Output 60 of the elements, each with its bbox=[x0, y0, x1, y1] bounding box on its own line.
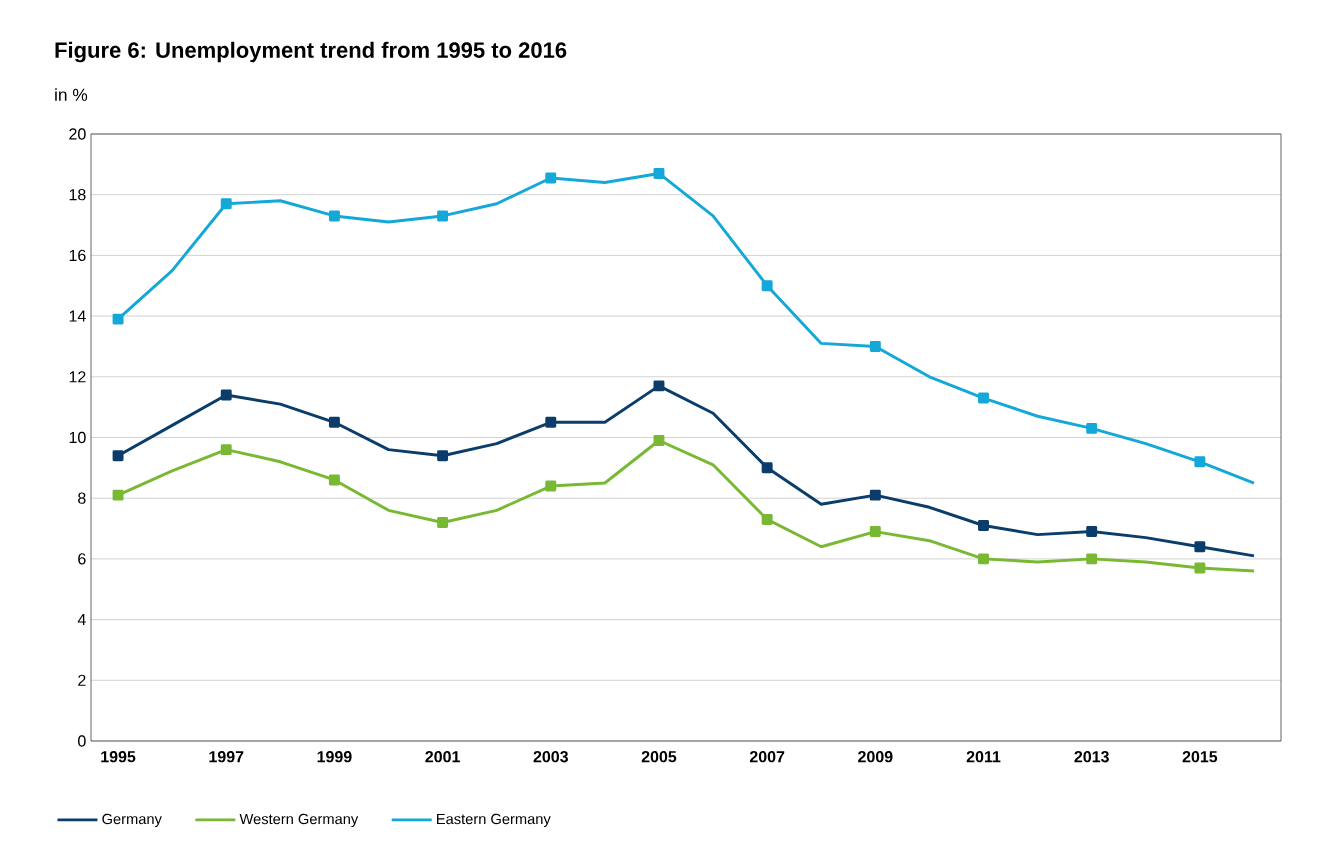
x-tick-label: 2011 bbox=[966, 751, 1001, 763]
point bbox=[978, 553, 989, 565]
point bbox=[437, 517, 449, 528]
y-tick-label: 6 bbox=[78, 553, 86, 565]
point bbox=[437, 450, 449, 462]
y-axis-title: in % bbox=[55, 88, 88, 101]
point bbox=[545, 416, 557, 428]
x-tick-label: 1995 bbox=[101, 751, 136, 763]
point bbox=[869, 489, 881, 501]
legend-label: Western Germany bbox=[239, 813, 359, 828]
point bbox=[112, 313, 124, 325]
point bbox=[761, 462, 773, 474]
x-tick-label: 2009 bbox=[858, 751, 893, 763]
point bbox=[978, 520, 989, 531]
point bbox=[220, 444, 232, 456]
point bbox=[545, 480, 557, 492]
point bbox=[437, 210, 449, 222]
x-tick-label: 2005 bbox=[641, 751, 677, 763]
y-tick-label: 16 bbox=[69, 249, 86, 262]
legend-label: Eastern Germany bbox=[437, 813, 551, 828]
point bbox=[869, 526, 881, 538]
y-tick-label: 2 bbox=[78, 674, 86, 686]
point bbox=[220, 198, 232, 210]
legend-label: Germany bbox=[102, 813, 162, 828]
point bbox=[328, 210, 340, 222]
y-tick-label: 12 bbox=[69, 371, 86, 383]
x-tick-label: 1997 bbox=[209, 751, 244, 763]
y-tick-label: 8 bbox=[78, 492, 86, 504]
point bbox=[1194, 562, 1206, 574]
point bbox=[869, 340, 881, 352]
y-tick-label: 4 bbox=[77, 614, 86, 626]
point bbox=[978, 392, 989, 404]
point bbox=[1086, 422, 1098, 434]
y-tick-label: 0 bbox=[78, 735, 86, 747]
point bbox=[1194, 541, 1206, 553]
chart-title: Figure 6: Unemployment trend from 1995 to 2016 bbox=[55, 41, 567, 63]
y-tick-label: 18 bbox=[69, 189, 86, 201]
point bbox=[1194, 456, 1206, 468]
y-tick-label: 14 bbox=[69, 310, 86, 322]
x-tick-label: 2015 bbox=[1182, 751, 1218, 763]
point bbox=[653, 435, 665, 446]
point bbox=[328, 416, 340, 428]
point bbox=[653, 380, 665, 392]
x-tick-label: 2013 bbox=[1074, 751, 1109, 763]
point bbox=[328, 474, 340, 486]
point bbox=[761, 513, 773, 525]
y-tick-label: 20 bbox=[69, 128, 86, 140]
x-tick-label: 2003 bbox=[533, 751, 568, 763]
x-tick-label: 2007 bbox=[749, 751, 785, 763]
point bbox=[112, 450, 124, 462]
x-tick-label: 2001 bbox=[425, 751, 460, 763]
point bbox=[220, 389, 232, 401]
point bbox=[112, 489, 124, 501]
x-tick-label: 1999 bbox=[317, 751, 352, 763]
y-tick-label: 10 bbox=[69, 431, 86, 444]
point bbox=[545, 172, 557, 184]
point bbox=[1086, 553, 1098, 565]
point bbox=[1086, 526, 1098, 538]
point bbox=[653, 167, 665, 179]
point bbox=[761, 280, 773, 292]
